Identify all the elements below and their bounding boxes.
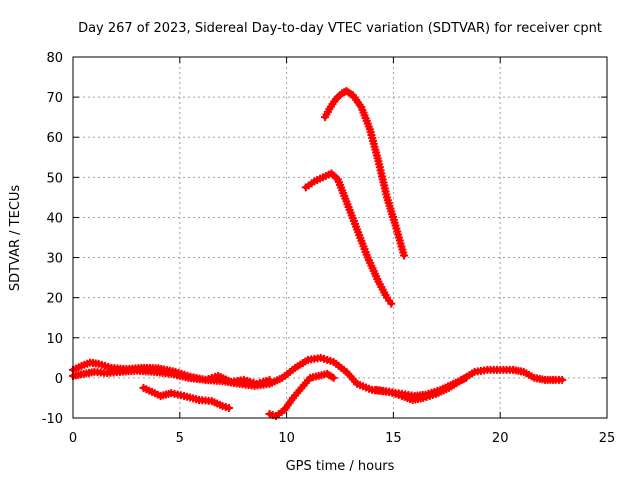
x-tick-label: 10 — [278, 431, 295, 446]
series-track-mid-peak — [301, 169, 396, 308]
x-tick-label: 15 — [385, 431, 402, 446]
data-point — [387, 299, 396, 308]
y-tick-label: 50 — [46, 171, 63, 186]
plot-frame — [72, 56, 608, 419]
x-tick-label: 20 — [492, 431, 509, 446]
data-point — [558, 375, 567, 384]
y-axis-label: SDTVAR / TECUs — [8, 185, 23, 292]
x-axis-label: GPS time / hours — [286, 459, 395, 474]
y-tick-label: 60 — [46, 131, 63, 146]
y-tick-label: 0 — [55, 372, 63, 387]
x-tick-label: 5 — [176, 431, 184, 446]
data-point — [224, 403, 233, 412]
series-track-high-peak — [321, 87, 409, 260]
y-tick-label: 10 — [46, 332, 63, 347]
axes: 0 5 10 15 20 25 -10 0 10 20 30 40 50 60 70 80 — [42, 51, 616, 446]
series-track-low-second — [69, 366, 274, 388]
data-point — [265, 375, 274, 384]
data-point — [400, 251, 409, 260]
y-tick-label: 80 — [46, 51, 63, 66]
x-tick-label: 0 — [69, 431, 77, 446]
y-tick-label: 70 — [46, 91, 63, 106]
series-track-low-dip — [139, 383, 233, 412]
data-point — [329, 373, 338, 382]
y-tick-label: -10 — [42, 412, 63, 427]
series-track-low-tail — [372, 365, 567, 404]
y-tick-label: 20 — [46, 292, 63, 307]
x-tick-label: 25 — [599, 431, 616, 446]
chart-title: Day 267 of 2023, Sidereal Day-to-day VTE… — [78, 21, 602, 36]
series-track-low-rise — [265, 369, 338, 420]
data-series — [69, 87, 567, 420]
y-tick-label: 40 — [46, 211, 63, 226]
y-tick-label: 30 — [46, 252, 63, 267]
